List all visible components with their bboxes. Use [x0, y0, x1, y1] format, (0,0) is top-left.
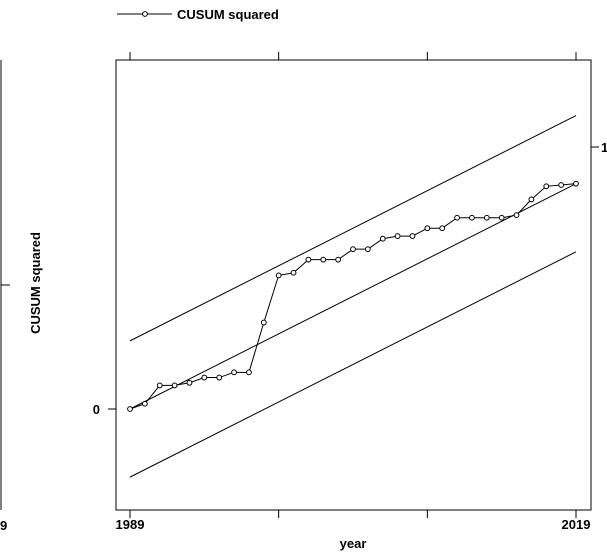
x-tick-label: 2019	[562, 517, 591, 532]
data-point	[513, 212, 520, 219]
data-point	[335, 256, 342, 263]
data-point	[394, 233, 401, 239]
data-point	[305, 256, 312, 263]
data-point	[573, 180, 579, 187]
left-panel-fragment: 9	[0, 60, 10, 533]
data-point	[364, 246, 371, 253]
data-point	[141, 400, 148, 407]
data-point	[127, 406, 133, 412]
reference-lines	[129, 115, 577, 478]
y-tick-label-right: 1	[601, 140, 607, 155]
x-axis-label: year	[340, 536, 367, 551]
data-point	[350, 246, 356, 253]
data-point	[290, 269, 297, 276]
axis-ticks	[108, 52, 599, 518]
y-tick-label-left: 0	[93, 402, 100, 417]
data-point	[543, 183, 550, 190]
data-point	[439, 225, 446, 232]
legend-label: CUSUM squared	[177, 7, 279, 22]
left-panel-tick-label: 9	[0, 518, 7, 533]
data-point	[171, 382, 178, 389]
series-cusum-squared	[127, 180, 579, 412]
x-tick-label: 1989	[116, 517, 145, 532]
data-point	[246, 369, 252, 376]
data-point	[528, 196, 535, 203]
legend: CUSUM squared	[117, 7, 279, 22]
data-point	[156, 382, 163, 389]
plot-frame	[115, 59, 592, 511]
data-point	[231, 369, 237, 376]
legend-marker	[142, 11, 148, 17]
data-point	[320, 256, 327, 263]
axis-tick-labels: 1989 2019 0 1	[93, 140, 607, 532]
reference-line-upper-bound	[129, 115, 577, 342]
data-point	[260, 319, 267, 326]
y-axis-label: CUSUM squared	[28, 232, 43, 334]
data-point	[498, 214, 505, 221]
data-point	[409, 233, 416, 239]
data-point	[469, 214, 475, 221]
data-point	[454, 214, 460, 221]
data-point	[558, 182, 565, 188]
data-point	[186, 379, 193, 386]
data-point	[275, 272, 282, 279]
data-point	[216, 374, 223, 381]
reference-line-expected	[129, 183, 577, 410]
data-point	[483, 214, 490, 221]
data-point	[201, 374, 208, 381]
reference-line-lower-bound	[129, 251, 577, 478]
data-point	[379, 235, 386, 242]
data-point	[424, 225, 431, 232]
